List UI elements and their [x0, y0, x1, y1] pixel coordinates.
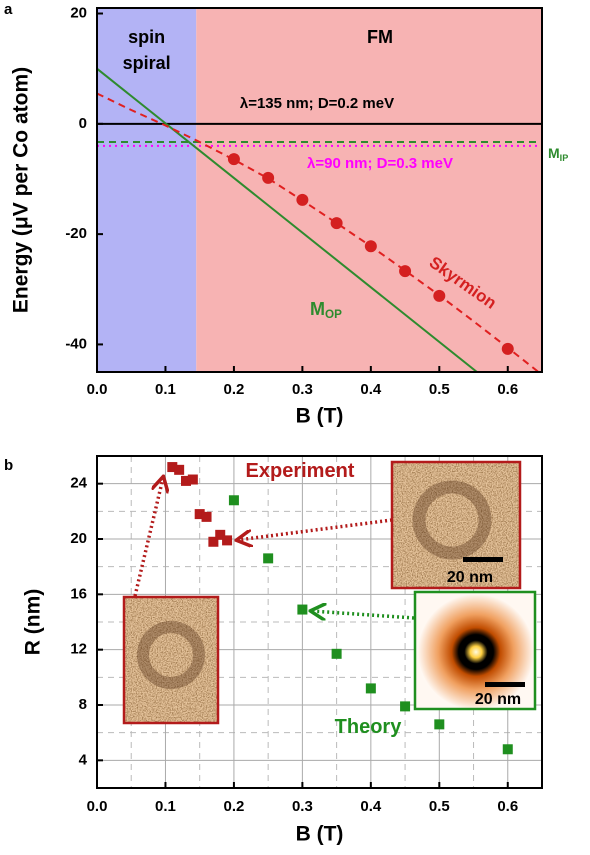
x-tick-label: 0.1: [155, 798, 176, 815]
axes-frame: [96, 7, 543, 373]
series-name: Theory: [335, 716, 403, 738]
point: [262, 171, 275, 184]
series-name: M: [310, 299, 325, 319]
point: [330, 217, 343, 230]
point: [400, 701, 411, 712]
region: [97, 8, 197, 372]
y-axis-title: R (nm): [22, 589, 45, 656]
point: [263, 553, 274, 564]
arrow: [133, 478, 163, 597]
point: [201, 511, 212, 522]
scale-bar: [485, 682, 525, 687]
panel-label: b: [4, 457, 13, 474]
series-name: M: [548, 145, 560, 161]
point: [194, 509, 205, 520]
scale-label: 20 nm: [447, 569, 493, 586]
region-label: spin spiral: [123, 27, 171, 73]
y-tick-label: 4: [79, 751, 88, 768]
experiment-inset: [122, 595, 220, 725]
plot-area: [97, 67, 542, 372]
line: [97, 92, 541, 372]
x-tick-label: 0.4: [360, 798, 382, 815]
series-label: MOP: [310, 299, 342, 321]
series-name: Experiment: [246, 460, 355, 482]
x-tick-label: 0.2: [223, 798, 244, 815]
point: [399, 265, 412, 278]
x-tick-label: 0.1: [155, 381, 176, 398]
point: [502, 744, 513, 755]
x-axis-title: B (T): [296, 405, 344, 428]
plot-area: [167, 462, 513, 755]
point: [331, 648, 342, 659]
point: [365, 683, 376, 694]
x-tick-label: 0.6: [497, 798, 518, 815]
x-tick-label: 0.6: [497, 381, 518, 398]
x-axis-title: B (T): [296, 823, 344, 846]
point: [208, 536, 219, 547]
series-name-sub: OP: [325, 308, 342, 321]
experiment-inset: 20 nm: [390, 460, 522, 590]
x-tick-label: 0.5: [429, 798, 450, 815]
y-axis-title: Energy (μV per Co atom): [10, 67, 33, 313]
point: [296, 193, 309, 206]
x-tick-label: 0.5: [429, 381, 450, 398]
region: [196, 8, 542, 372]
axes-frame: [96, 455, 543, 789]
point: [181, 475, 191, 486]
point: [434, 719, 445, 730]
arrow: [312, 611, 415, 618]
point: [433, 289, 446, 302]
point: [174, 464, 185, 475]
scale-bar: [463, 557, 503, 562]
y-tick-label: 20: [70, 4, 87, 21]
y-tick-label: 0: [79, 115, 87, 132]
theory-inset: 20 nm: [413, 590, 537, 711]
x-tick-label: 0.0: [87, 381, 108, 398]
panel-label: a: [4, 1, 13, 18]
y-tick-label: -40: [65, 335, 87, 352]
series-name: λ=135 nm; D=0.2 meV: [240, 95, 394, 112]
point: [501, 342, 514, 355]
x-tick-label: 0.3: [292, 381, 313, 398]
point: [228, 495, 239, 506]
y-tick-label: 16: [70, 585, 87, 602]
x-tick-label: 0.3: [292, 798, 313, 815]
y-tick-label: 24: [70, 475, 87, 492]
y-tick-label: 12: [70, 641, 87, 658]
point: [215, 529, 226, 540]
point: [222, 535, 233, 546]
point: [297, 604, 308, 615]
series-label: Theory: [335, 716, 403, 738]
x-tick-label: 0.4: [360, 381, 382, 398]
y-tick-label: 8: [79, 696, 87, 713]
point: [364, 240, 377, 253]
x-tick-label: 0.0: [87, 798, 108, 815]
region-label: FM: [367, 27, 393, 47]
series-name: λ=90 nm; D=0.3 meV: [307, 155, 453, 172]
x-tick-label: 0.2: [223, 381, 244, 398]
point: [167, 462, 178, 473]
scale-label: 20 nm: [475, 691, 521, 708]
arrow: [238, 518, 393, 540]
series-label: λ=135 nm; D=0.2 meV: [240, 95, 394, 112]
series-label: MIP: [548, 145, 568, 164]
series-name-sub: IP: [560, 153, 569, 163]
y-tick-label: 20: [70, 530, 87, 547]
line: [97, 67, 478, 372]
y-tick-label: -20: [65, 225, 87, 242]
point: [227, 153, 240, 166]
series-label: Experiment: [246, 460, 355, 482]
series-label: λ=90 nm; D=0.3 meV: [307, 155, 453, 172]
point: [187, 474, 198, 485]
insets: 20 nm 20 nm: [122, 460, 537, 725]
